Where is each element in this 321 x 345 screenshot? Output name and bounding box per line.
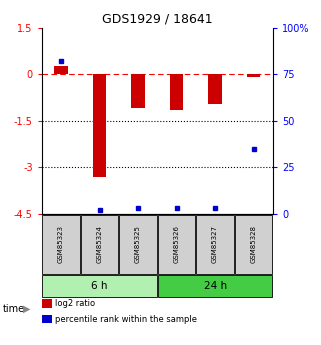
Text: GSM85326: GSM85326 <box>174 225 179 263</box>
Bar <box>170 74 183 110</box>
Title: GDS1929 / 18641: GDS1929 / 18641 <box>102 12 213 25</box>
Bar <box>208 74 222 104</box>
Text: GSM85328: GSM85328 <box>251 225 256 263</box>
Bar <box>93 74 106 177</box>
Text: percentile rank within the sample: percentile rank within the sample <box>55 315 196 324</box>
Text: log2 ratio: log2 ratio <box>55 299 95 308</box>
Text: GSM85323: GSM85323 <box>58 225 64 263</box>
Bar <box>54 66 68 74</box>
Text: GSM85325: GSM85325 <box>135 225 141 263</box>
Bar <box>247 74 260 77</box>
Text: 24 h: 24 h <box>204 281 227 291</box>
Text: GSM85324: GSM85324 <box>97 225 102 263</box>
Text: ▶: ▶ <box>22 304 30 314</box>
Bar <box>131 74 145 108</box>
Text: GSM85327: GSM85327 <box>212 225 218 263</box>
Text: time: time <box>3 304 25 314</box>
Text: 6 h: 6 h <box>91 281 108 291</box>
